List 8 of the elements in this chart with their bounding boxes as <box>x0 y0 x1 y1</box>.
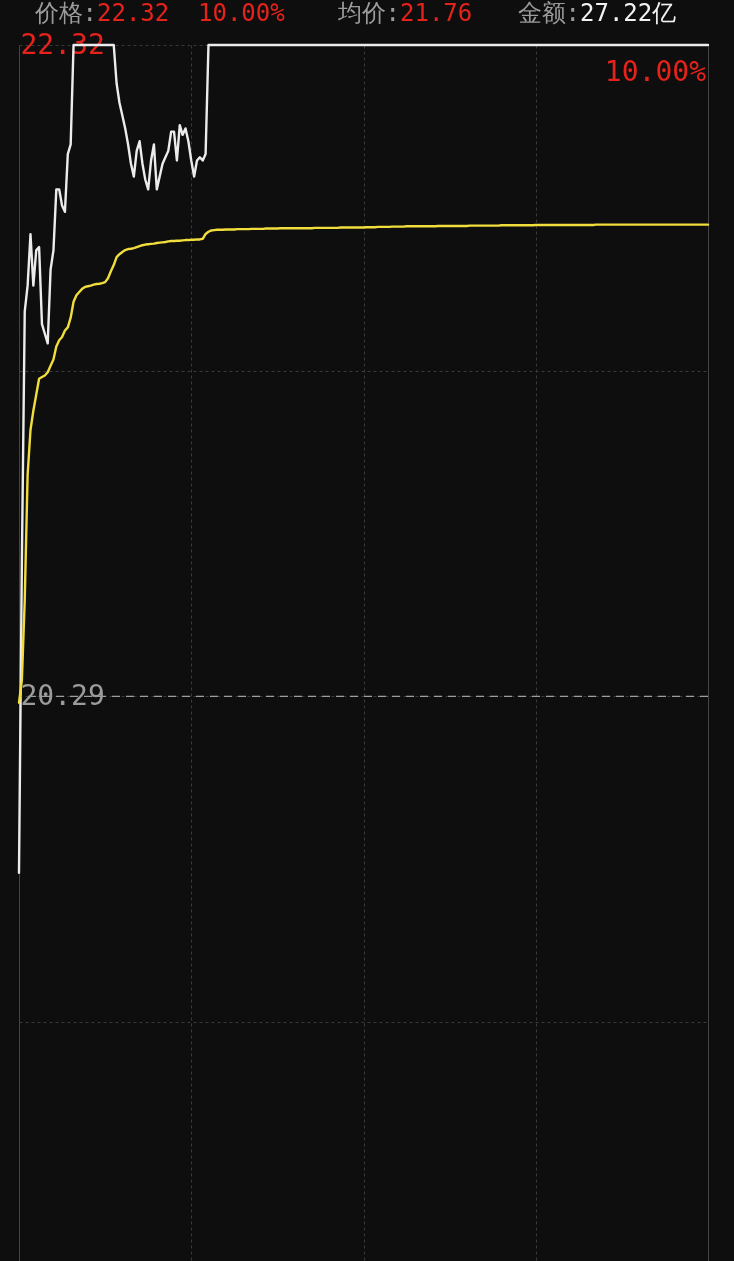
line-series <box>17 223 710 704</box>
text: 价格:22.32 <box>33 0 170 27</box>
y-tick-label: 22.32 <box>20 27 105 61</box>
text: 均价:21.76 <box>336 0 473 27</box>
text: 金额:27.22亿 <box>517 0 677 27</box>
text: 10.00% <box>198 0 286 27</box>
annotation: 10.00% <box>604 55 707 88</box>
y-tick-label: 20.29 <box>20 678 105 712</box>
